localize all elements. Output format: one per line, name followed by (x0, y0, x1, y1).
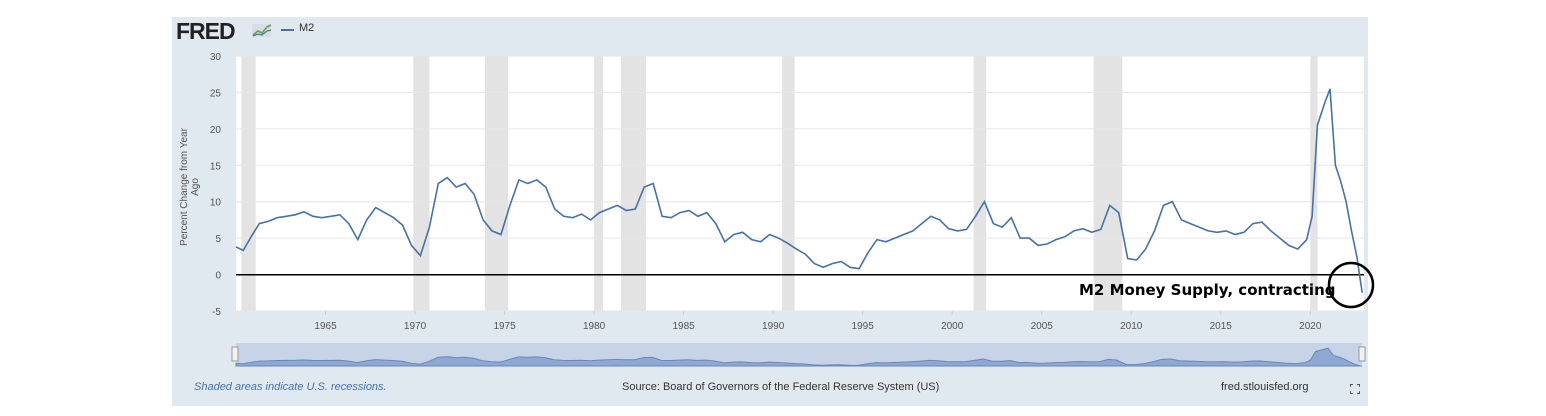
gridlines (236, 55, 1364, 312)
x-tick-label: 1980 (583, 321, 606, 332)
recession-band (413, 56, 430, 311)
x-tick-label: 2015 (1210, 321, 1233, 332)
recession-band (594, 56, 604, 311)
recession-band (620, 56, 647, 311)
source-note: Source: Board of Governors of the Federa… (622, 381, 940, 393)
y-tick-label: 25 (210, 88, 222, 99)
x-tick-label: 2000 (941, 321, 964, 332)
y-tick-label: 30 (210, 52, 222, 63)
recession-bands (241, 56, 1318, 311)
y-tick-label: 0 (215, 271, 221, 282)
y-axis-label: Percent Change from Year Ago (179, 128, 201, 246)
x-tick-label: 2005 (1031, 321, 1054, 332)
x-axis: 1965 1970 1975 1980 1985 1990 1995 2000 2005 2010… (314, 311, 1322, 332)
x-tick-label: 1965 (314, 321, 337, 332)
y-axis: -5 0 5 10 15 20 25 30 (210, 52, 222, 318)
navigator-series-area (235, 347, 1362, 367)
y-tick-label: 15 (210, 161, 222, 172)
recession-band (782, 56, 795, 311)
navigator-handle-right[interactable] (1358, 346, 1366, 362)
plot-area (236, 56, 1364, 311)
annotation-circle (1327, 261, 1375, 309)
x-tick-label: 1995 (852, 321, 875, 332)
recession-band (241, 56, 256, 311)
fullscreen-icon[interactable] (1350, 384, 1360, 394)
line-chart-icon (252, 24, 272, 37)
recession-note: Shaded areas indicate U.S. recessions. (194, 381, 387, 393)
brand-logo[interactable]: FRED (176, 18, 236, 44)
legend-swatch (281, 29, 294, 31)
x-tick-label: 2020 (1299, 321, 1322, 332)
x-tick-label: 1990 (762, 321, 785, 332)
recession-band (1093, 56, 1123, 311)
legend-series-label: M2 (299, 22, 315, 34)
x-tick-label: 2010 (1120, 321, 1143, 332)
y-tick-label: 20 (210, 125, 222, 136)
x-tick-label: 1975 (493, 321, 516, 332)
series-line-m2 (235, 88, 1363, 293)
annotation-text: M2 Money Supply, contracting (1079, 281, 1336, 299)
recession-band (484, 56, 509, 311)
recession-band (973, 56, 987, 311)
site-link[interactable]: fred.stlouisfed.org (1221, 381, 1309, 393)
y-tick-label: 5 (215, 234, 221, 245)
y-tick-label: 10 (210, 198, 222, 209)
x-tick-label: 1985 (672, 321, 695, 332)
x-tick-label: 1970 (404, 321, 427, 332)
navigator-handle-left[interactable] (231, 346, 239, 362)
y-tick-label: -5 (212, 307, 221, 318)
